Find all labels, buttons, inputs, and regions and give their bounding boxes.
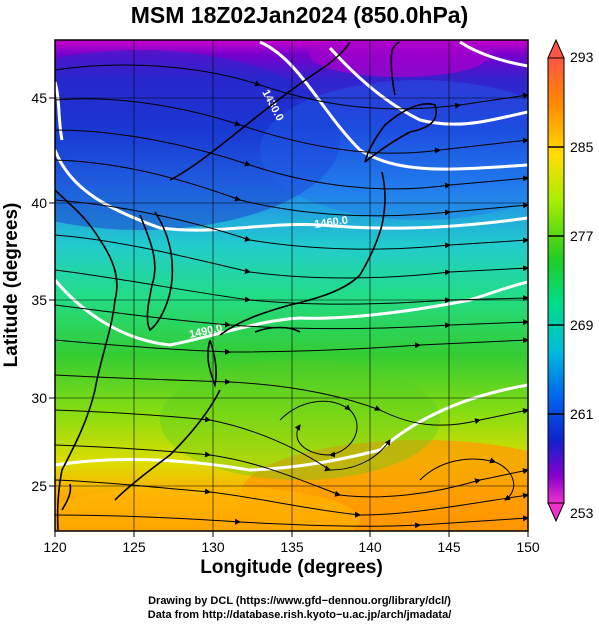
- contour-line: [459, 40, 528, 68]
- colorbar-label: 285: [570, 139, 594, 155]
- drawing-credit: Drawing by DCL (https://www.gfd−dennou.o…: [148, 595, 451, 607]
- streamline: [55, 234, 528, 279]
- y-axis-label: Latitude (degrees): [1, 202, 22, 368]
- streamline: [55, 337, 528, 355]
- x-tick-label: 125: [122, 539, 146, 555]
- x-tick-label: 130: [201, 539, 225, 555]
- x-axis-ticks: [54, 531, 529, 537]
- colorbar-label: 269: [570, 317, 594, 333]
- y-tick-label: 25: [31, 478, 47, 494]
- y-axis-tick-labels: 25 30 35 40 45: [31, 90, 47, 494]
- y-axis-ticks: [49, 97, 55, 487]
- streamline: [55, 304, 528, 330]
- coastline-korea: [139, 211, 174, 332]
- x-tick-label: 150: [516, 539, 540, 555]
- x-axis-label: Longitude (degrees): [200, 557, 383, 578]
- colorbar: [547, 38, 565, 523]
- graticule: [55, 40, 528, 531]
- contour-line: [55, 149, 528, 232]
- y-tick-label: 35: [31, 292, 47, 308]
- y-tick-label: 45: [31, 90, 47, 106]
- streamline: [55, 199, 528, 250]
- streamline: [419, 457, 515, 501]
- streamline: [55, 514, 528, 529]
- colorbar-label: 261: [570, 406, 594, 422]
- colorbar-label: 293: [570, 49, 594, 65]
- streamline: [55, 98, 528, 154]
- streamline: [279, 400, 358, 458]
- colorbar-top-triangle: [547, 38, 565, 59]
- streamline: [55, 129, 528, 190]
- streamline: [55, 159, 528, 217]
- temperature-field: [55, 40, 528, 531]
- streamline: [55, 64, 528, 110]
- streamline: [55, 479, 528, 518]
- x-tick-label: 135: [280, 539, 304, 555]
- page-title: MSM 18Z02Jan2024 (850.0hPa): [130, 2, 469, 28]
- x-tick-label: 140: [358, 539, 382, 555]
- streamline: [55, 374, 528, 426]
- coastline-asia-mainland: [55, 189, 118, 531]
- y-tick-label: 40: [31, 195, 47, 211]
- contour-line: [55, 81, 64, 141]
- data-credit: Data from http://database.rish.kyoto−u.a…: [147, 609, 452, 621]
- x-tick-label: 145: [437, 539, 461, 555]
- colorbar-label: 277: [570, 228, 594, 244]
- contour-line: [328, 46, 528, 126]
- colorbar-bottom-triangle: [547, 502, 565, 523]
- x-tick-label: 120: [43, 539, 67, 555]
- colorbar-labels: 293 285 277 269 261 253: [570, 49, 594, 521]
- x-axis-tick-labels: 120 125 130 135 140 145 150: [43, 539, 540, 555]
- contour-label: 1460.0: [314, 214, 349, 231]
- colorbar-label: 253: [570, 505, 594, 521]
- y-tick-label: 30: [31, 390, 47, 406]
- coastline-kyushu: [207, 339, 217, 388]
- colorbar-bar: [547, 57, 565, 504]
- colorbar-ticks: [548, 146, 564, 415]
- wind-streamlines: [55, 64, 528, 529]
